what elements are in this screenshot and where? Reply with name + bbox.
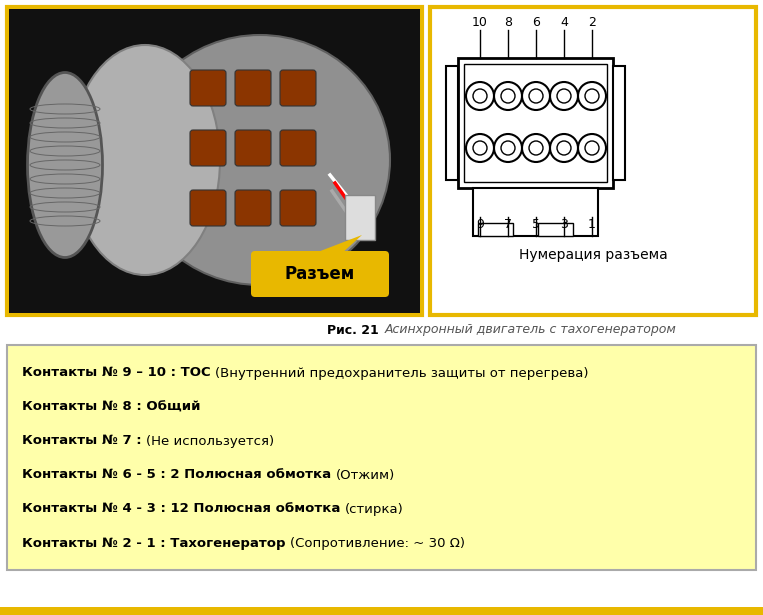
FancyBboxPatch shape	[235, 70, 271, 106]
FancyBboxPatch shape	[235, 190, 271, 226]
Bar	[613, 66, 625, 180]
Ellipse shape	[27, 73, 102, 258]
Bar	[9, 9, 420, 313]
Text: 9: 9	[476, 218, 484, 231]
FancyBboxPatch shape	[280, 130, 316, 166]
Bar	[446, 66, 458, 180]
FancyBboxPatch shape	[190, 130, 226, 166]
Bar	[7, 7, 422, 315]
Bar	[345, 195, 375, 240]
FancyBboxPatch shape	[280, 190, 316, 226]
FancyBboxPatch shape	[190, 190, 226, 226]
FancyBboxPatch shape	[251, 251, 389, 297]
Text: Контакты № 8 : Общий: Контакты № 8 : Общий	[22, 400, 201, 413]
Bar	[0, 607, 763, 615]
Bar	[7, 345, 756, 570]
Text: (Не используется): (Не используется)	[146, 435, 275, 448]
FancyBboxPatch shape	[235, 130, 271, 166]
Text: Контакты № 6 - 5 : 2 Полюсная обмотка: Контакты № 6 - 5 : 2 Полюсная обмотка	[22, 469, 336, 482]
Text: (Внутренний предохранитель защиты от перегрева): (Внутренний предохранитель защиты от пер…	[215, 367, 589, 379]
Text: (стирка): (стирка)	[345, 502, 404, 515]
Text: 6: 6	[532, 15, 540, 28]
Ellipse shape	[130, 35, 390, 285]
Text: Нумерация разъема: Нумерация разъема	[519, 248, 668, 262]
Text: Контакты № 9 – 10 : ТОС: Контакты № 9 – 10 : ТОС	[22, 367, 215, 379]
Bar	[473, 188, 598, 236]
Text: (Отжим): (Отжим)	[336, 469, 395, 482]
Bar	[464, 64, 607, 182]
Text: 2: 2	[588, 15, 596, 28]
Bar	[458, 58, 613, 188]
Text: Рис. 21: Рис. 21	[327, 323, 383, 336]
FancyBboxPatch shape	[280, 70, 316, 106]
Text: 10: 10	[472, 15, 488, 28]
Text: Разъем: Разъем	[285, 265, 355, 283]
Bar	[478, 223, 513, 236]
Bar	[538, 223, 573, 236]
Polygon shape	[310, 235, 362, 255]
Text: Контакты № 4 - 3 : 12 Полюсная обмотка: Контакты № 4 - 3 : 12 Полюсная обмотка	[22, 502, 345, 515]
Text: Контакты № 7 :: Контакты № 7 :	[22, 435, 146, 448]
Ellipse shape	[70, 45, 220, 275]
Text: 3: 3	[560, 218, 568, 231]
Text: Контакты № 2 - 1 : Тахогенератор: Контакты № 2 - 1 : Тахогенератор	[22, 536, 290, 549]
FancyBboxPatch shape	[190, 70, 226, 106]
Text: (Сопротивление: ~ 30 Ω): (Сопротивление: ~ 30 Ω)	[290, 536, 465, 549]
Text: 7: 7	[504, 218, 512, 231]
Bar	[430, 7, 756, 315]
Text: 8: 8	[504, 15, 512, 28]
Text: Асинхронный двигатель с тахогенератором: Асинхронный двигатель с тахогенератором	[385, 323, 677, 336]
Text: 5: 5	[532, 218, 540, 231]
Text: 4: 4	[560, 15, 568, 28]
Text: 1: 1	[588, 218, 596, 231]
